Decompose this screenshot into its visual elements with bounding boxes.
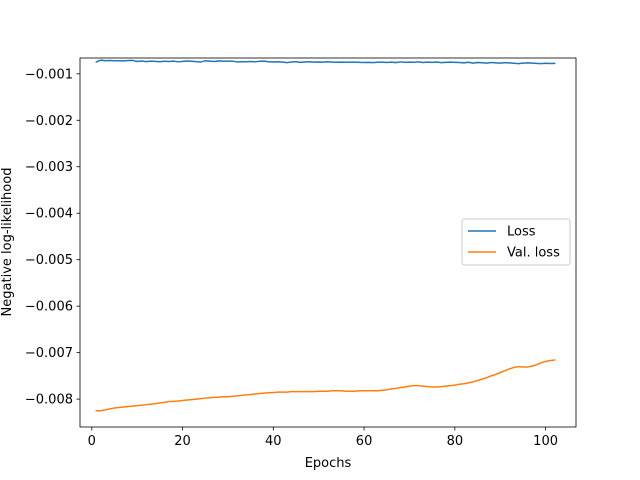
series-line-loss <box>95 59 556 65</box>
legend-label-val-loss: Val. loss <box>507 246 560 261</box>
y-axis-label: Negative log-likelihood <box>0 168 15 317</box>
series-line-val-loss <box>95 359 556 412</box>
x-axis-label: Epochs <box>305 456 352 471</box>
legend: Loss Val. loss <box>461 218 571 266</box>
series-layer <box>95 59 556 412</box>
y-tick-label: −0.001 <box>25 67 73 82</box>
x-tick-label: 60 <box>356 434 373 449</box>
y-tick-label: −0.002 <box>25 114 73 129</box>
y-tick-label: −0.003 <box>25 160 73 175</box>
axes-frame <box>79 57 577 428</box>
x-tick-label: 40 <box>265 434 282 449</box>
x-tick-label: 80 <box>447 434 464 449</box>
y-tick-label: −0.004 <box>25 207 73 222</box>
x-tick-label: 0 <box>88 434 96 449</box>
legend-label-loss: Loss <box>507 225 536 240</box>
x-tick-label: 100 <box>533 434 558 449</box>
y-tick-label: −0.006 <box>25 300 73 315</box>
axes-layer: 0 20 40 60 80 100 −0.001 −0.002 −0.003 −0.004 −0.0… <box>25 57 577 449</box>
y-tick-label: −0.007 <box>25 346 73 361</box>
y-tick-label: −0.005 <box>25 253 73 268</box>
x-tick-label: 20 <box>174 434 191 449</box>
y-tick-label: −0.008 <box>25 393 73 408</box>
